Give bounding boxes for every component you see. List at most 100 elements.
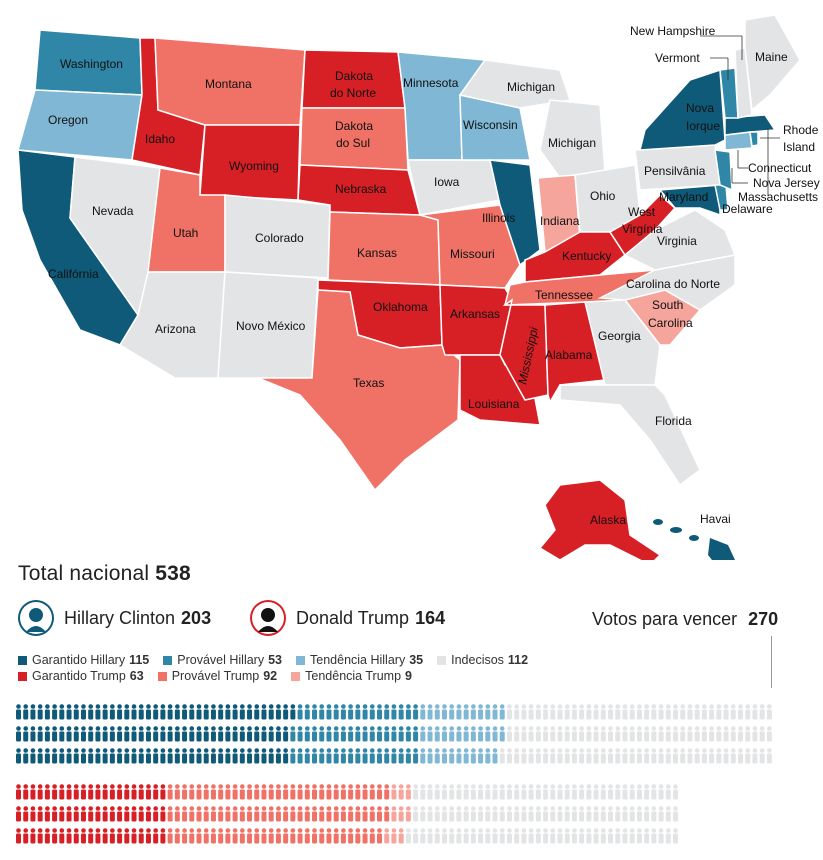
state-texas bbox=[257, 289, 461, 492]
person-icon bbox=[239, 828, 245, 844]
person-icon bbox=[109, 806, 115, 822]
person-icon bbox=[485, 784, 491, 800]
person-icon bbox=[261, 748, 267, 764]
person-icon bbox=[600, 704, 606, 720]
person-icon bbox=[543, 704, 549, 720]
person-icon bbox=[745, 748, 751, 764]
person-icon bbox=[543, 748, 549, 764]
person-icon bbox=[304, 704, 310, 720]
person-icon bbox=[167, 748, 173, 764]
person-icon bbox=[304, 748, 310, 764]
person-icon bbox=[66, 748, 72, 764]
person-icon bbox=[629, 828, 635, 844]
label-west-virginia-2: Virgínia bbox=[622, 222, 663, 236]
person-icon bbox=[485, 806, 491, 822]
person-icon bbox=[189, 828, 195, 844]
person-icon bbox=[247, 828, 253, 844]
person-icon bbox=[701, 704, 707, 720]
person-icon bbox=[420, 828, 426, 844]
person-icon bbox=[225, 748, 231, 764]
person-icon bbox=[463, 748, 469, 764]
person-icon bbox=[384, 806, 390, 822]
person-icon bbox=[283, 784, 289, 800]
person-icon bbox=[283, 726, 289, 742]
person-icon bbox=[478, 748, 484, 764]
person-icon bbox=[44, 748, 50, 764]
person-icon bbox=[535, 704, 541, 720]
person-icon bbox=[189, 704, 195, 720]
state-rhode-island bbox=[749, 131, 759, 147]
person-icon bbox=[182, 748, 188, 764]
person-icon bbox=[261, 726, 267, 742]
label-delaware: Delaware bbox=[722, 202, 773, 216]
person-icon bbox=[254, 726, 260, 742]
person-icon bbox=[203, 726, 209, 742]
person-icon bbox=[622, 828, 628, 844]
trump-votes: 164 bbox=[415, 607, 446, 628]
person-icon bbox=[333, 828, 339, 844]
hillary-name: Hillary Clinton bbox=[64, 607, 176, 628]
person-icon bbox=[369, 748, 375, 764]
person-icon bbox=[629, 748, 635, 764]
person-icon bbox=[514, 748, 520, 764]
person-icon bbox=[593, 784, 599, 800]
label-massachusetts: Massachusetts bbox=[738, 190, 818, 204]
person-icon bbox=[391, 748, 397, 764]
person-icon bbox=[449, 828, 455, 844]
trump-summary: Donald Trump 164 bbox=[250, 600, 445, 636]
win-value: 270 bbox=[748, 609, 779, 629]
person-icon bbox=[109, 726, 115, 742]
person-icon bbox=[636, 704, 642, 720]
label-kansas: Kansas bbox=[357, 246, 397, 260]
person-icon bbox=[362, 828, 368, 844]
person-icon bbox=[665, 828, 671, 844]
label-west-virginia-1: West bbox=[628, 205, 656, 219]
person-icon bbox=[203, 784, 209, 800]
person-icon bbox=[167, 806, 173, 822]
person-icon bbox=[644, 784, 650, 800]
person-icon bbox=[405, 726, 411, 742]
person-icon bbox=[124, 748, 130, 764]
person-icon bbox=[651, 748, 657, 764]
person-icon bbox=[340, 806, 346, 822]
person-icon bbox=[745, 726, 751, 742]
person-icon bbox=[377, 748, 382, 764]
person-icon bbox=[218, 704, 224, 720]
person-icon bbox=[95, 704, 101, 720]
person-icon bbox=[673, 748, 679, 764]
label-nevada: Nevada bbox=[92, 204, 134, 218]
person-icon bbox=[124, 828, 130, 844]
person-icon bbox=[557, 704, 563, 720]
person-icon bbox=[384, 828, 390, 844]
trump-avatar bbox=[250, 600, 286, 636]
person-icon bbox=[210, 726, 216, 742]
person-icon bbox=[492, 806, 498, 822]
person-icon bbox=[174, 828, 180, 844]
person-icon bbox=[680, 726, 686, 742]
person-icon bbox=[427, 828, 433, 844]
label-illinois: Illinois bbox=[482, 211, 515, 225]
person-icon bbox=[254, 806, 260, 822]
label-wyoming: Wyoming bbox=[229, 159, 279, 173]
legend-swatch bbox=[157, 671, 167, 681]
person-icon bbox=[492, 784, 498, 800]
person-icon bbox=[290, 726, 296, 742]
person-icon bbox=[543, 784, 549, 800]
person-icon bbox=[463, 704, 469, 720]
person-icon bbox=[225, 784, 231, 800]
person-icon bbox=[550, 748, 556, 764]
label-iowa: Iowa bbox=[434, 175, 460, 189]
person-icon bbox=[369, 806, 375, 822]
person-icon bbox=[622, 748, 628, 764]
person-icon bbox=[203, 704, 209, 720]
label-connecticut: Connecticut bbox=[748, 161, 812, 175]
person-icon bbox=[651, 784, 657, 800]
person-icon bbox=[66, 806, 72, 822]
person-icon bbox=[124, 784, 130, 800]
label-south-carolina-1: South bbox=[652, 298, 683, 312]
person-icon bbox=[319, 806, 325, 822]
label-virginia: Virginia bbox=[657, 234, 697, 248]
person-icon bbox=[153, 806, 159, 822]
person-icon bbox=[145, 828, 151, 844]
person-icon bbox=[167, 726, 173, 742]
